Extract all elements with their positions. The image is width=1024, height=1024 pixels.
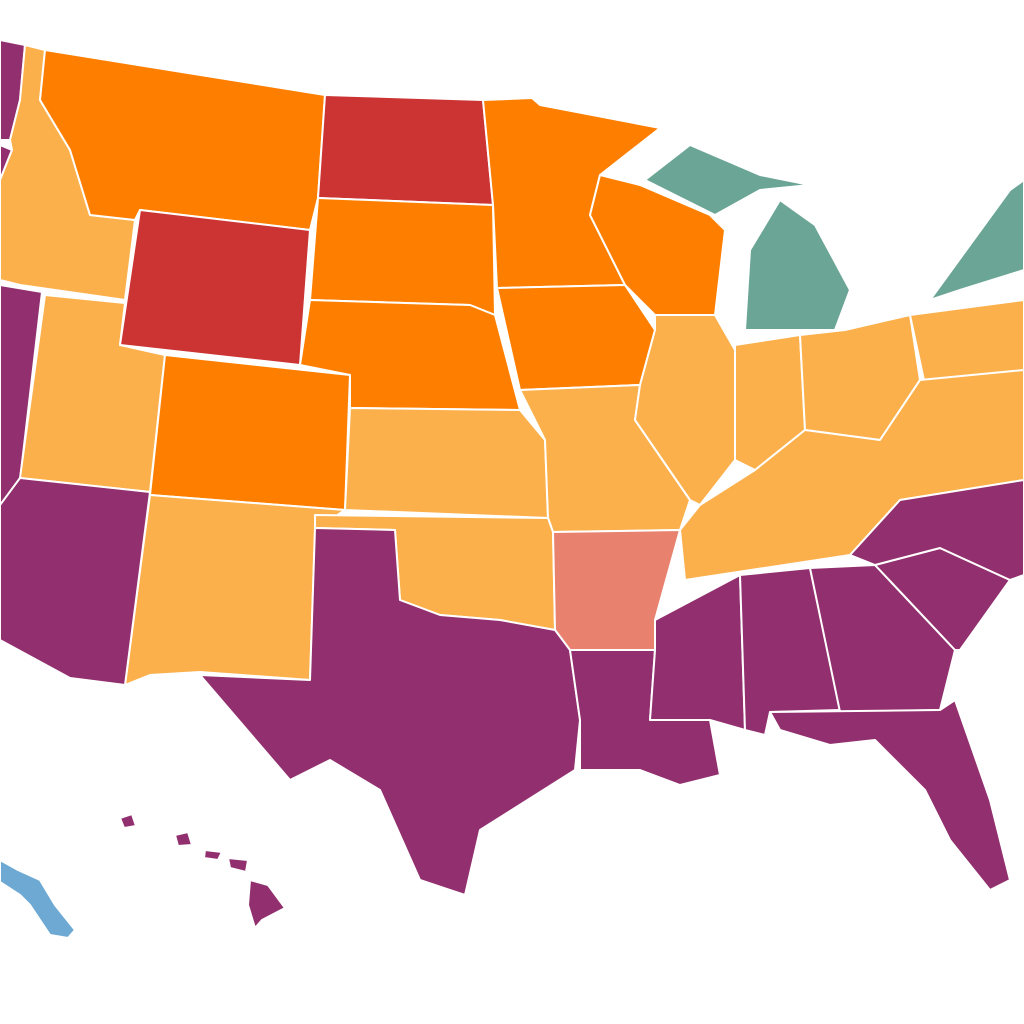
state [496, 284, 656, 391]
island [203, 849, 223, 861]
state [309, 197, 496, 316]
alaska [0, 859, 76, 939]
state [149, 354, 351, 511]
state [644, 144, 811, 216]
state [679, 369, 1024, 581]
state [344, 407, 549, 519]
island [174, 831, 193, 847]
island [247, 879, 286, 929]
island [227, 857, 249, 873]
state [769, 699, 1011, 891]
state [849, 479, 1024, 581]
state [317, 94, 494, 206]
state [649, 574, 746, 731]
island [119, 813, 137, 829]
state [0, 477, 151, 686]
state [199, 527, 581, 896]
state [634, 314, 736, 506]
state [124, 494, 346, 686]
state [119, 209, 311, 366]
state [909, 299, 1024, 386]
state [809, 564, 956, 713]
state [744, 199, 851, 331]
state [929, 179, 1024, 301]
